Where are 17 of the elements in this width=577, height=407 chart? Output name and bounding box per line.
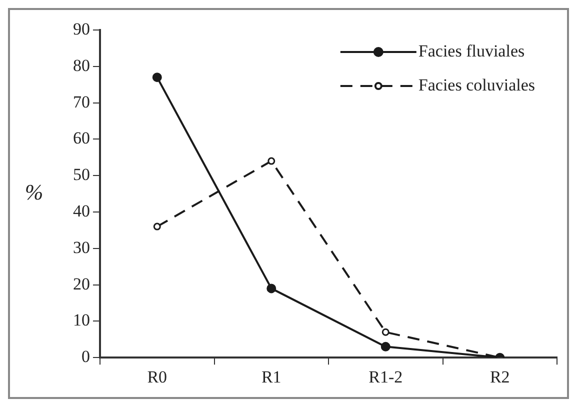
y-tick-label: 90 [73,19,90,38]
y-tick-label: 0 [82,347,90,366]
y-tick-label: 30 [73,238,90,257]
y-tick-label: 80 [73,56,90,75]
y-tick-label: 10 [73,310,90,330]
x-tick-label: R1 [261,367,282,386]
y-tick-label: 70 [73,92,90,112]
legend-label: Facies fluviales [418,41,525,60]
y-tick-label: 20 [73,274,90,294]
x-tick-label: R2 [490,367,510,386]
y-tick-label: 60 [73,128,90,148]
y-tick-label: 40 [73,201,90,220]
legend-label: Facies coluviales [418,75,536,94]
y-tick-label: 50 [73,165,90,184]
y-axis-title: % [24,180,44,205]
x-tick-label: R0 [147,367,168,386]
x-tick-label: R1-2 [368,367,403,386]
